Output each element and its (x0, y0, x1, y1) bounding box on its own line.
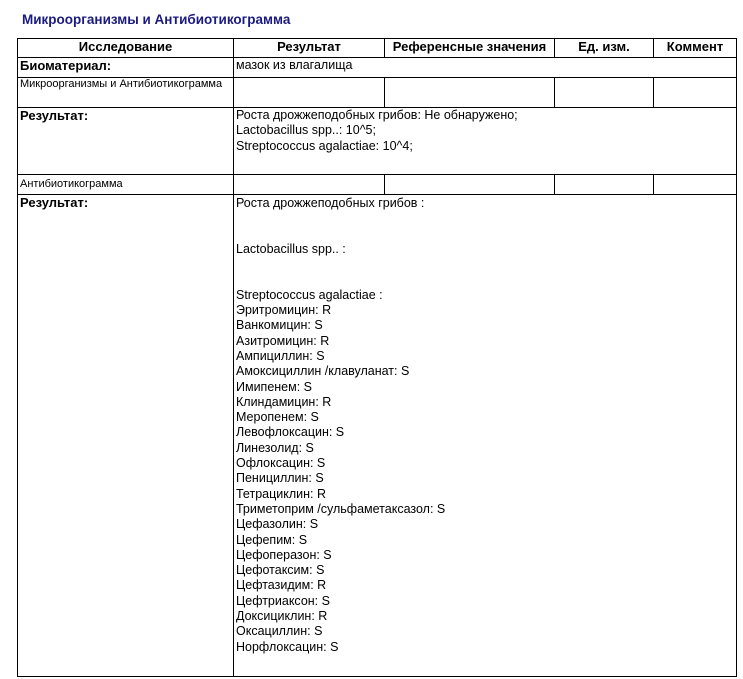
table-row: Антибиотикограмма (17, 174, 737, 195)
result-line: Lactobacillus spp.. : (236, 241, 346, 256)
result-line: Lactobacillus spp..: 10^5; (236, 123, 376, 138)
section1-result-label: Результат: (17, 107, 234, 175)
result-line: Цефепим: S (236, 532, 308, 547)
result-line: Меропенем: S (236, 410, 319, 425)
result-line (236, 272, 734, 287)
result-line: Норфлоксацин: S (236, 639, 339, 654)
result-line: Имипенем: S (236, 379, 313, 394)
result-line (236, 257, 734, 272)
section1-result-value: Роста дрожжеподобных грибов: Не обнаруже… (233, 107, 737, 175)
table-row: Микроорганизмы и Антибиотикограмма (17, 77, 737, 108)
result-line (236, 211, 734, 226)
result-line: Азитромицин: R (236, 333, 330, 348)
result-line: Клиндамицин: R (236, 394, 332, 409)
result-line: Оксациллин: S (236, 624, 323, 639)
header-reference: Референсные значения (384, 38, 555, 58)
result-line: Цефоперазон: S (236, 547, 332, 562)
header-units: Ед. изм. (554, 38, 654, 58)
section1-label: Микроорганизмы и Антибиотикограмма (17, 77, 234, 108)
result-line: Цефотаксим: S (236, 563, 325, 578)
biomaterial-value: мазок из влагалища (233, 57, 737, 78)
result-line: Цефазолин: S (236, 517, 319, 532)
result-line: Пенициллин: S (236, 471, 324, 486)
result-line: Доксициклин: R (236, 609, 328, 624)
result-line: Ванкомицин: S (236, 318, 323, 333)
result-line: Streptococcus agalactiae: 10^4; (236, 138, 413, 153)
result-line: Амоксициллин /клавуланат: S (236, 364, 410, 379)
result-line: Левофлоксацин: S (236, 425, 345, 440)
results-table: Исследование Результат Референсные значе… (17, 38, 737, 677)
table-row: Результат: Роста дрожжеподобных грибов :… (17, 194, 737, 677)
table-row: Результат: Роста дрожжеподобных грибов: … (17, 107, 737, 175)
result-line: Тетрациклин: R (236, 486, 327, 501)
section2-label: Антибиотикограмма (17, 174, 234, 195)
result-line: Цефтриаксон: S (236, 593, 330, 608)
result-line: Эритромицин: R (236, 303, 332, 318)
result-line: Цефтазидим: R (236, 578, 327, 593)
result-line: Триметоприм /сульфаметаксазол: S (236, 501, 446, 516)
header-row: Исследование Результат Референсные значе… (17, 38, 737, 58)
result-line: Streptococcus agalactiae : (236, 287, 383, 302)
result-line: Роста дрожжеподобных грибов: Не обнаруже… (236, 108, 518, 122)
page-title: Микроорганизмы и Антибиотикограмма (22, 12, 291, 27)
header-result: Результат (233, 38, 385, 58)
header-comment: Коммент (653, 38, 737, 58)
section2-result-label: Результат: (17, 194, 234, 677)
result-line: Роста дрожжеподобных грибов : (236, 196, 425, 210)
result-line: Линезолид: S (236, 440, 314, 455)
result-line (236, 227, 734, 242)
header-study: Исследование (17, 38, 234, 58)
result-line: Офлоксацин: S (236, 456, 326, 471)
section2-result-value: Роста дрожжеподобных грибов : Lactobacill… (233, 194, 737, 677)
result-line: Ампициллин: S (236, 348, 325, 363)
biomaterial-label: Биоматериал: (17, 57, 234, 78)
biomaterial-row: Биоматериал: мазок из влагалища (17, 57, 737, 78)
